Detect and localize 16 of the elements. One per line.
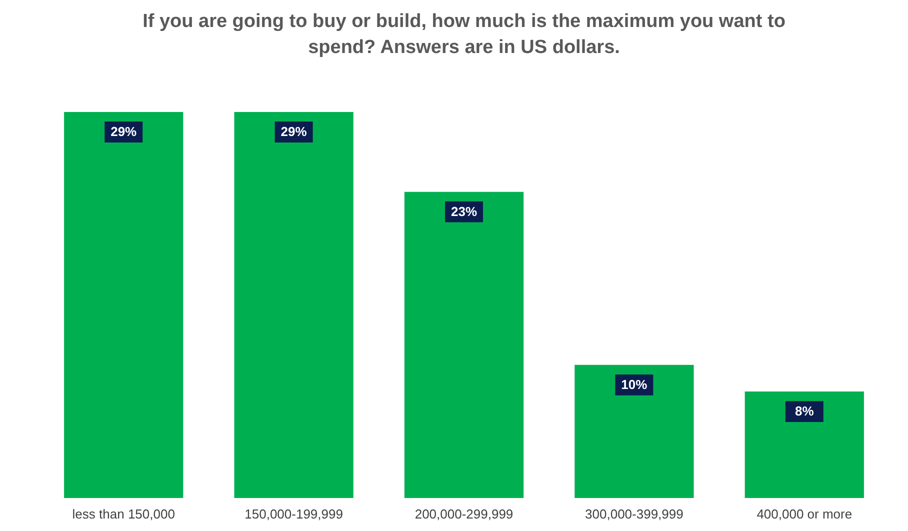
- x-tick-label: 300,000-399,999: [585, 506, 684, 522]
- bar: [404, 192, 524, 498]
- bar: [64, 112, 184, 498]
- x-tick-label: 150,000-199,999: [244, 506, 343, 522]
- bar: [574, 364, 694, 498]
- x-tick-label: 200,000-299,999: [414, 506, 514, 522]
- bar: [234, 112, 354, 498]
- chart-title: If you are going to buy or build, how much is the maximum you want to spend? Answers are in US dollars.: [142, 11, 786, 58]
- data-label: 29%: [280, 124, 308, 139]
- data-label: 8%: [794, 404, 814, 419]
- data-label: 29%: [110, 124, 138, 139]
- data-label: 23%: [450, 204, 478, 219]
- x-tick-label: 400,000 or more: [756, 506, 852, 522]
- x-tick-label: less than 150,000: [72, 506, 175, 522]
- data-label: 10%: [621, 376, 648, 392]
- bar: [744, 392, 864, 498]
